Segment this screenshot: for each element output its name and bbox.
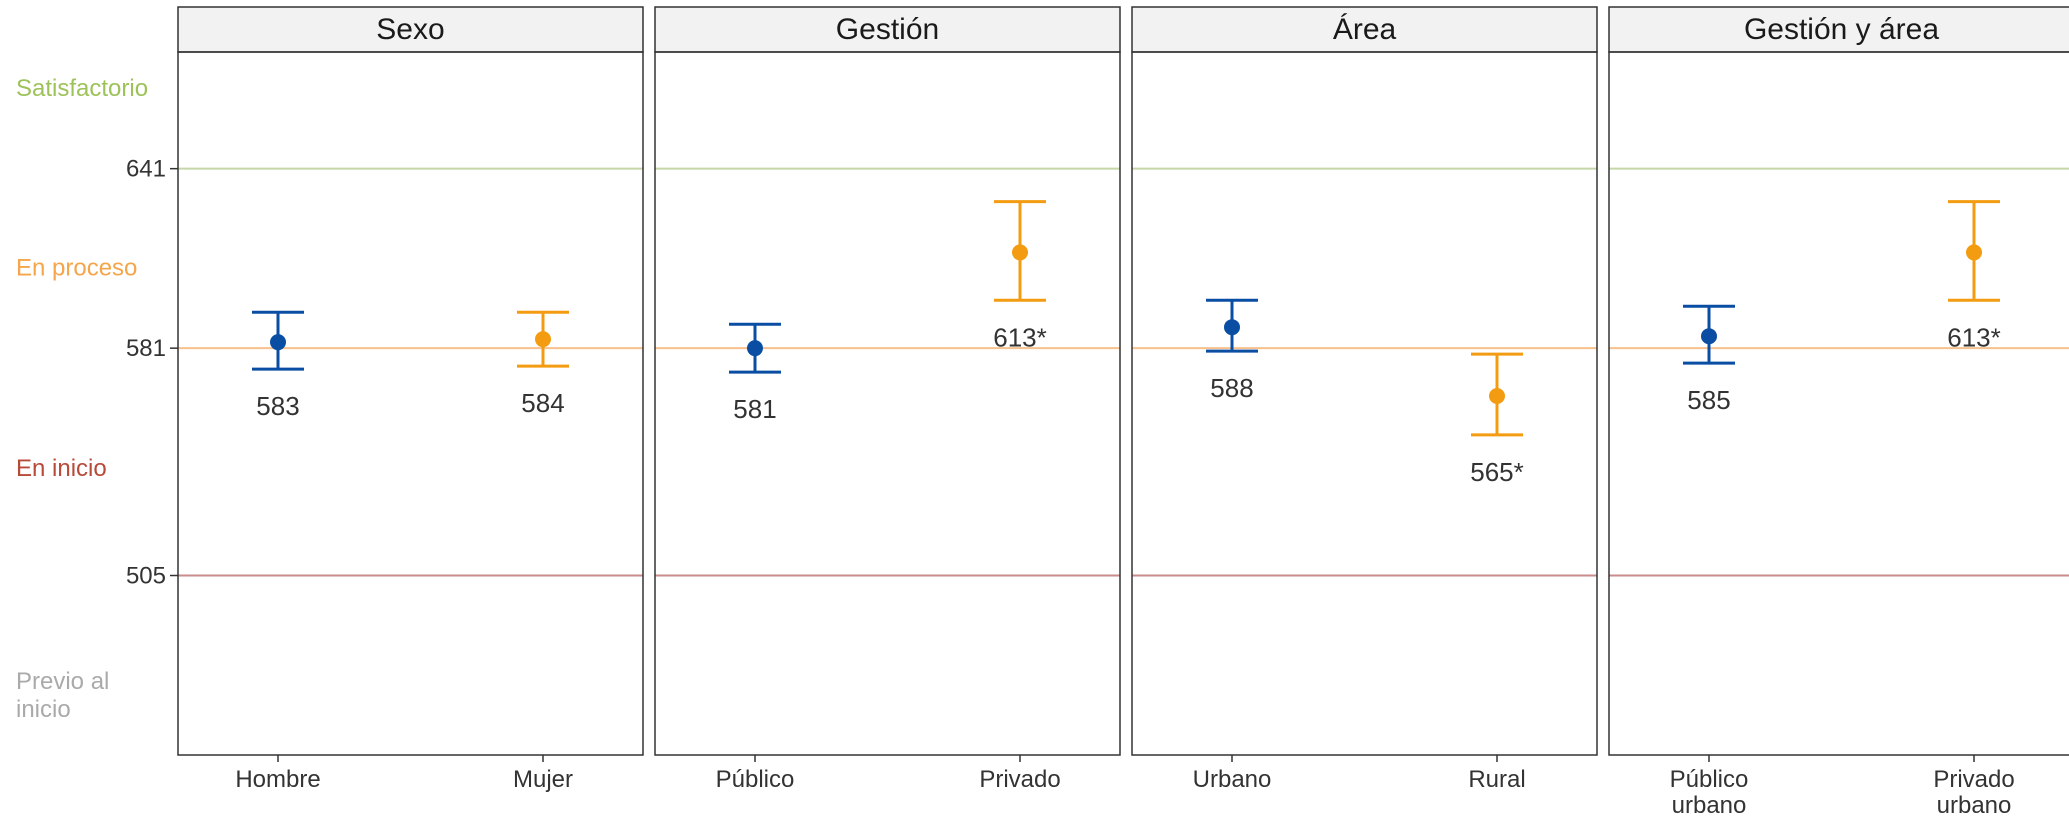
data-label: 585 xyxy=(1687,385,1730,415)
point-estimate xyxy=(1489,388,1505,405)
data-label: 584 xyxy=(521,388,564,418)
data-label: 565* xyxy=(1470,457,1524,487)
facet-title: Gestión y área xyxy=(1744,13,1939,46)
facet-panel: Gestión 581 Público 613* Privado xyxy=(654,6,1121,793)
point-estimate xyxy=(535,331,551,348)
facet-strip xyxy=(177,6,644,53)
facet-title: Área xyxy=(1333,13,1397,46)
facet-strip xyxy=(654,6,1121,53)
x-tick-label: Hombre xyxy=(235,766,320,793)
facet-panel: Área 588 Urbano 565* Rural xyxy=(1131,6,1598,793)
x-tick-label: Público xyxy=(1670,766,1749,793)
x-tick-label: Privado xyxy=(1933,766,2014,793)
facet-panel: Sexo 583 Hombre 584 Mujer xyxy=(177,6,644,793)
x-tick-label: Público xyxy=(716,766,795,793)
x-tick-label: Urbano xyxy=(1193,766,1272,793)
data-label: 581 xyxy=(733,394,776,424)
level-label: En proceso xyxy=(16,254,137,281)
facet-title: Gestión xyxy=(836,13,939,46)
level-label: Satisfactorio xyxy=(16,75,148,102)
panel-border xyxy=(1608,51,2069,756)
y-tick-label: 505 xyxy=(126,563,166,590)
x-tick-label: Rural xyxy=(1468,766,1525,793)
performance-level-labels: Satisfactorio En proceso En inicio Previo a… xyxy=(16,75,148,723)
panel-border xyxy=(177,51,644,756)
facet-title: Sexo xyxy=(376,13,444,46)
point-estimate xyxy=(747,340,763,357)
x-tick-label: urbano xyxy=(1672,792,1747,816)
x-tick-label: Privado xyxy=(979,766,1060,793)
data-label: 613* xyxy=(1947,322,2001,352)
y-tick-label: 581 xyxy=(126,335,166,362)
y-axis: 641 581 505 xyxy=(126,156,178,590)
point-estimate xyxy=(1701,328,1717,345)
facet-strip xyxy=(1131,6,1598,53)
facet-strip xyxy=(1608,6,2069,53)
point-estimate xyxy=(1224,319,1240,336)
panel-border xyxy=(1131,51,1598,756)
y-tick-label: 641 xyxy=(126,156,166,183)
point-estimate xyxy=(1966,244,1982,261)
facet-panel: Gestión y área585Públicourbano613*Privad… xyxy=(1608,6,2069,816)
point-estimate xyxy=(1012,244,1028,261)
data-label: 583 xyxy=(256,391,299,421)
x-tick-label: Mujer xyxy=(513,766,573,793)
level-label: inicio xyxy=(16,696,71,723)
point-estimate xyxy=(270,334,286,351)
x-tick-label: urbano xyxy=(1937,792,2012,816)
facet-panels: Sexo 583 Hombre 584 Mujer Gestión 581 Público 61… xyxy=(177,6,2069,816)
panel-border xyxy=(654,51,1121,756)
level-label: Previo al xyxy=(16,668,109,695)
level-label: En inicio xyxy=(16,455,107,482)
data-label: 613* xyxy=(993,322,1047,352)
data-label: 588 xyxy=(1210,373,1253,403)
